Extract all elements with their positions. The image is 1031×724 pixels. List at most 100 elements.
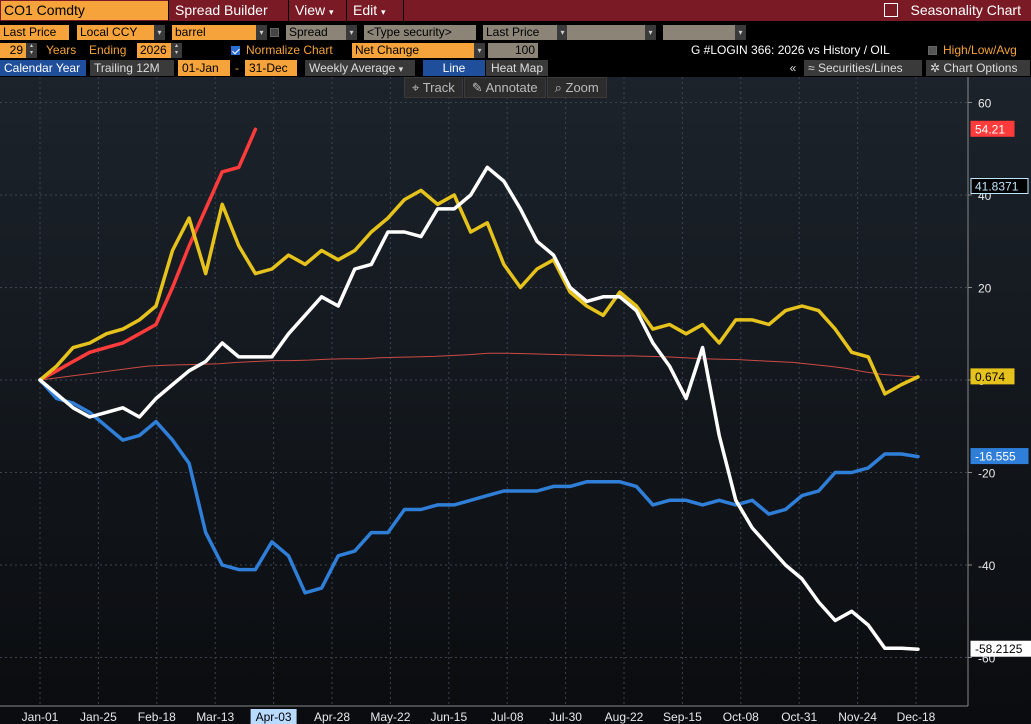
value-label: -16.555 — [975, 450, 1016, 464]
heatmap-tab[interactable]: Heat Map — [486, 60, 548, 76]
y-tick-label: 60 — [978, 97, 992, 111]
securities-lines-label: Securities/Lines — [817, 61, 903, 75]
zoom-button[interactable]: ⌕ Zoom — [546, 77, 607, 98]
currency-select[interactable]: Local CCY — [77, 25, 154, 40]
chart-area[interactable]: Jan-01 Jan-25 Feb-18 Mar-13 Apr-03 Apr-28 May-… — [0, 77, 1031, 724]
separator — [403, 0, 404, 21]
spread-checkbox[interactable] — [270, 28, 279, 37]
edit-menu[interactable]: Edit ▾ — [347, 0, 392, 21]
x-tick-label: Apr-03 — [256, 710, 292, 724]
field2-select[interactable]: Last Price — [483, 25, 557, 40]
weekly-average-select[interactable]: Weekly Average ▾ — [305, 60, 415, 76]
series-line-white — [38, 165, 920, 651]
zoom-label: Zoom — [565, 80, 599, 95]
separator — [346, 0, 347, 21]
edit-label: Edit — [353, 2, 378, 18]
x-tick-label: Apr-28 — [314, 710, 350, 724]
x-tick-label: May-22 — [370, 710, 410, 724]
x-tick-highlight — [250, 709, 297, 724]
dropdown-arrow-icon[interactable]: ▾ — [645, 25, 656, 40]
y-tick-label: -40 — [978, 559, 996, 573]
separator — [288, 0, 289, 21]
empty-select-2[interactable] — [663, 25, 735, 40]
crosshair-icon: ⌖ — [412, 80, 420, 95]
chart-options-button[interactable]: ✲ Chart Options — [926, 60, 1030, 76]
dropdown-arrow-icon[interactable] — [69, 25, 80, 40]
years-input[interactable]: 29 — [0, 43, 26, 58]
y-tick-label: 20 — [978, 282, 992, 296]
annotate-button[interactable]: ✎ Annotate — [463, 77, 546, 98]
caret-down-icon: ▾ — [381, 7, 386, 17]
caret-down-icon: ▾ — [328, 7, 334, 17]
x-tick-label: Jan-25 — [80, 710, 117, 724]
track-label: Track — [422, 80, 455, 95]
series-line-blue — [38, 378, 920, 595]
stepper-icon[interactable]: ▴ ▾ — [26, 43, 37, 58]
securities-lines-button[interactable]: ≈ Securities/Lines — [804, 60, 922, 76]
end-date-input[interactable]: 31-Dec — [245, 60, 297, 76]
dropdown-arrow-icon[interactable]: ▾ — [346, 25, 357, 40]
base-input[interactable]: 100 — [488, 43, 538, 58]
stepper-icon[interactable]: ▴ ▾ — [171, 43, 182, 58]
start-date-input[interactable]: 01-Jan — [178, 60, 230, 76]
line-tab[interactable]: Line — [423, 60, 485, 76]
caret-down-icon: ▾ — [398, 64, 404, 74]
separator — [168, 0, 169, 21]
x-tick-label: Jun-15 — [430, 710, 467, 724]
view-menu[interactable]: View ▾ — [289, 0, 340, 21]
top-toolbar: CO1 Comdty Spread Builder View ▾ Edit ▾ … — [0, 0, 1031, 21]
value-label-box — [970, 178, 1029, 195]
x-tick-label: Mar-13 — [196, 710, 234, 724]
normalize-checkbox[interactable] — [231, 46, 240, 55]
value-label: 0.674 — [975, 370, 1005, 384]
date-dash: - — [230, 60, 244, 76]
calendar-year-tab[interactable]: Calendar Year — [0, 60, 86, 76]
hla-label: High/Low/Avg — [943, 43, 1017, 57]
chart-tools: ⌖ Track ✎ Annotate ⌕ Zoom — [404, 77, 608, 98]
external-link-icon — [884, 3, 899, 17]
pencil-icon: ✎ — [471, 80, 483, 95]
seasonality-chart[interactable]: Jan-01 Jan-25 Feb-18 Mar-13 Apr-03 Apr-28 May-… — [0, 77, 1031, 724]
type-security-input[interactable]: <Type security> — [364, 25, 476, 40]
x-tick-label: Jul-08 — [491, 710, 524, 724]
chart-lines-icon: ≈ — [808, 61, 815, 75]
collapse-button[interactable]: « — [786, 60, 800, 76]
dropdown-arrow-icon[interactable]: ▾ — [557, 25, 568, 40]
value-label: -58.2125 — [975, 642, 1023, 656]
dropdown-arrow-icon[interactable]: ▾ — [735, 25, 746, 40]
field-select[interactable]: Last Price — [0, 25, 69, 40]
x-tick-label: Jan-01 — [22, 710, 59, 724]
chart-options-label: Chart Options — [943, 61, 1018, 75]
value-label: 41.8371 — [975, 180, 1019, 194]
value-label-box — [970, 368, 1015, 385]
spread-select[interactable]: Spread — [286, 25, 346, 40]
track-button[interactable]: ⌖ Track — [404, 77, 463, 98]
series-line-average — [39, 352, 919, 381]
security-field[interactable]: CO1 Comdty — [1, 1, 168, 20]
series-line-current-year — [38, 127, 258, 382]
dropdown-arrow-icon[interactable]: ▾ — [154, 25, 165, 40]
trailing-12m-tab[interactable]: Trailing 12M — [90, 60, 174, 76]
header-info: G #LOGIN 366: 2026 vs History / OIL — [691, 43, 890, 57]
x-tick-label: Oct-31 — [781, 710, 817, 724]
dropdown-arrow-icon[interactable]: ▾ — [474, 43, 485, 58]
hla-checkbox[interactable] — [928, 46, 937, 55]
mode-select[interactable]: Net Change — [352, 43, 474, 58]
x-tick-label: Jul-30 — [549, 710, 582, 724]
controls-row-3: Calendar Year Trailing 12M 01-Jan - 31-D… — [0, 60, 1031, 77]
x-tick-label: Nov-24 — [838, 710, 877, 724]
series-line-yellow — [38, 188, 920, 396]
value-label: 54.21 — [975, 122, 1005, 136]
spread-builder-menu[interactable]: Spread Builder — [175, 2, 268, 18]
unit-select[interactable]: barrel — [172, 25, 256, 40]
ending-year-input[interactable]: 2026 — [137, 43, 171, 58]
dropdown-arrow-icon[interactable]: ▾ — [256, 25, 267, 40]
x-tick-label: Aug-22 — [605, 710, 644, 724]
years-label: Years — [46, 43, 77, 57]
weekly-average-label: Weekly Average — [309, 61, 396, 75]
seasonality-title-label: Seasonality Chart — [910, 2, 1021, 18]
seasonality-chart-title[interactable]: Seasonality Chart — [884, 0, 1021, 21]
empty-select-1[interactable] — [567, 25, 645, 40]
controls-row-2: 29 ▴ ▾ Years Ending 2026 ▴ ▾ Normalize Cha… — [0, 43, 1031, 60]
